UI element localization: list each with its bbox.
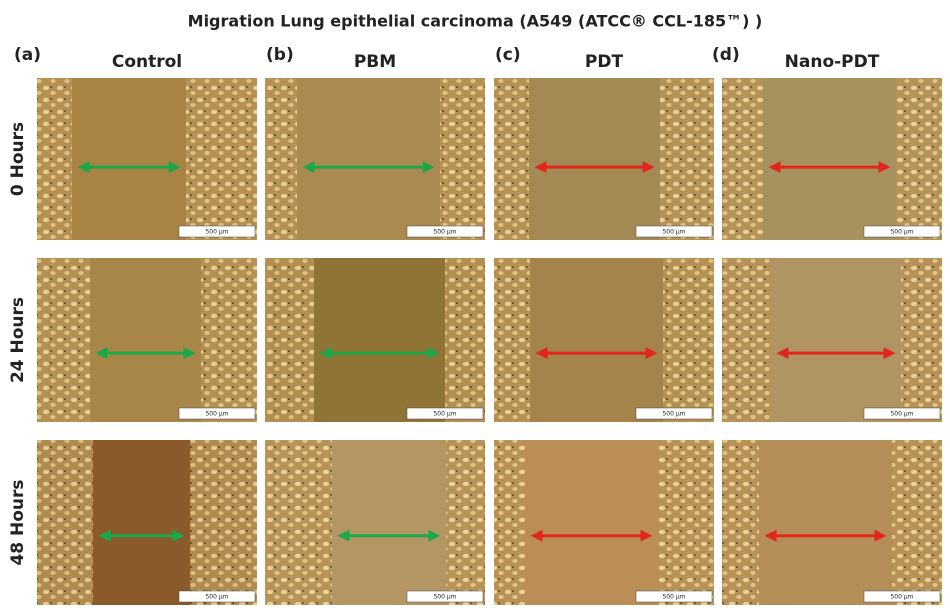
scale-bar-box [863,590,941,603]
scale-bar-box [863,407,941,420]
scale-bar-box [406,407,484,420]
row-label: 24 Hours [8,297,28,383]
cell-region [201,258,257,422]
cell-region [663,258,714,422]
figure-title: Migration Lung epithelial carcinoma (A54… [188,12,763,31]
column-letter: (b) [266,45,294,65]
scale-bar-label: 500 μm [433,229,456,236]
scale-bar-label: 500 μm [433,594,456,601]
scale-bar-box [178,407,256,420]
cell-region [445,258,485,422]
cell-region [494,258,530,422]
cell-region [265,78,297,240]
scale-bar-box [863,225,941,238]
cell-region [440,78,485,240]
column-title: PBM [354,52,396,72]
column-letter: (a) [14,45,41,65]
scale-bar-box [406,225,484,238]
cell-region [446,440,485,605]
scale-bar-label: 500 μm [662,229,685,236]
scale-bar-box [178,590,256,603]
scale-bar-label: 500 μm [433,411,456,418]
cell-region [722,78,763,240]
cell-region [658,440,714,605]
cell-region [186,78,257,240]
column-title: PDT [585,52,624,72]
column-letter: (c) [495,45,521,65]
cell-region [190,440,257,605]
scale-bar-label: 500 μm [205,411,228,418]
row-label: 0 Hours [8,122,28,196]
scale-bar-box [178,225,256,238]
cell-region [722,440,759,605]
cell-region [37,258,90,422]
column-title: Control [112,52,182,72]
scale-bar-box [406,590,484,603]
cell-region [37,440,93,605]
cell-region [265,258,314,422]
scale-bar-label: 500 μm [662,411,685,418]
cell-region [892,440,942,605]
cell-region [265,440,332,605]
scale-bar-box [635,590,713,603]
scale-bar-box [635,225,713,238]
column-title: Nano-PDT [785,52,880,72]
cell-region [37,78,72,240]
scale-bar-label: 500 μm [205,594,228,601]
scale-bar-label: 500 μm [205,229,228,236]
scale-bar-label: 500 μm [890,411,913,418]
scale-bar-box [635,407,713,420]
scale-bar-label: 500 μm [890,229,913,236]
column-letter: (d) [712,45,740,65]
row-label: 48 Hours [8,479,28,565]
cell-region [660,78,714,240]
cell-region [901,258,942,422]
scale-bar-label: 500 μm [662,594,685,601]
cell-region [494,440,525,605]
scale-bar-label: 500 μm [890,594,913,601]
cell-region [896,78,942,240]
cell-region [494,78,529,240]
cell-region [722,258,771,422]
